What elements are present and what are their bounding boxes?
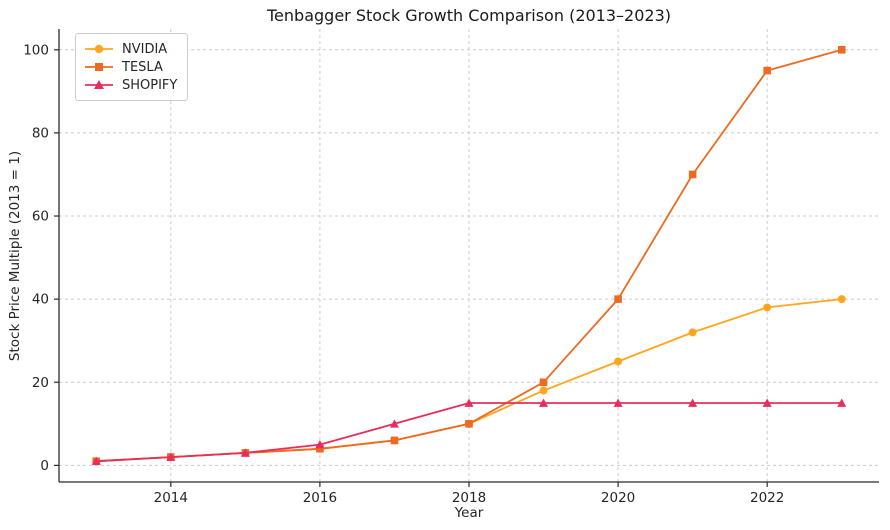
y-axis-title: Stock Price Multiple (2013 = 1) bbox=[7, 150, 23, 362]
legend: NVIDIA TESLA SHOPIFY bbox=[75, 33, 189, 101]
legend-item-nvidia: NVIDIA bbox=[84, 40, 177, 58]
y-tick-label: 0 bbox=[40, 458, 49, 474]
data-point-tesla bbox=[614, 295, 622, 303]
data-point-shopify bbox=[389, 419, 399, 428]
tesla-line-marker-icon bbox=[85, 63, 113, 71]
y-tick-label: 80 bbox=[32, 125, 49, 141]
data-point-tesla bbox=[465, 420, 473, 428]
data-point-nvidia bbox=[688, 328, 697, 337]
data-point-nvidia bbox=[539, 386, 548, 395]
x-axis-title: Year bbox=[454, 505, 484, 521]
data-point-tesla bbox=[390, 436, 399, 445]
data-point-shopify bbox=[539, 398, 549, 407]
data-point-tesla bbox=[688, 170, 697, 179]
data-point-shopify bbox=[166, 452, 176, 461]
data-point-shopify bbox=[91, 456, 101, 466]
x-tick-label: 2018 bbox=[452, 490, 486, 506]
data-point-shopify bbox=[688, 398, 698, 407]
data-point-tesla bbox=[837, 45, 846, 54]
x-tick-label: 2020 bbox=[601, 490, 635, 506]
data-point-tesla bbox=[539, 378, 548, 387]
data-point-shopify bbox=[464, 398, 474, 407]
data-point-tesla bbox=[316, 444, 324, 453]
data-point-nvidia bbox=[837, 295, 846, 304]
data-point-shopify bbox=[240, 448, 250, 457]
legend-item-shopify: SHOPIFY bbox=[84, 76, 177, 94]
y-tick-label: 100 bbox=[23, 42, 49, 58]
y-tick-label: 40 bbox=[32, 292, 49, 308]
legend-label: NVIDIA bbox=[122, 41, 168, 57]
data-point-shopify bbox=[613, 398, 623, 407]
data-point-shopify bbox=[837, 398, 847, 407]
data-point-shopify bbox=[762, 398, 772, 407]
x-tick-label: 2014 bbox=[154, 490, 188, 506]
legend-label: TESLA bbox=[122, 59, 163, 75]
data-point-nvidia bbox=[614, 357, 623, 366]
x-tick-label: 2022 bbox=[750, 490, 784, 506]
y-tick-label: 20 bbox=[32, 375, 49, 391]
legend-label: SHOPIFY bbox=[122, 77, 178, 93]
chart-title: Tenbagger Stock Growth Comparison (2013–… bbox=[267, 6, 671, 25]
shopify-line-marker-icon bbox=[85, 80, 113, 89]
data-point-tesla bbox=[763, 66, 771, 75]
y-tick-label: 60 bbox=[32, 209, 49, 225]
x-tick-label: 2016 bbox=[303, 490, 337, 506]
legend-item-tesla: TESLA bbox=[84, 58, 177, 76]
data-point-nvidia bbox=[763, 303, 772, 312]
data-point-shopify bbox=[315, 440, 325, 449]
nvidia-line-marker-icon bbox=[85, 44, 113, 54]
